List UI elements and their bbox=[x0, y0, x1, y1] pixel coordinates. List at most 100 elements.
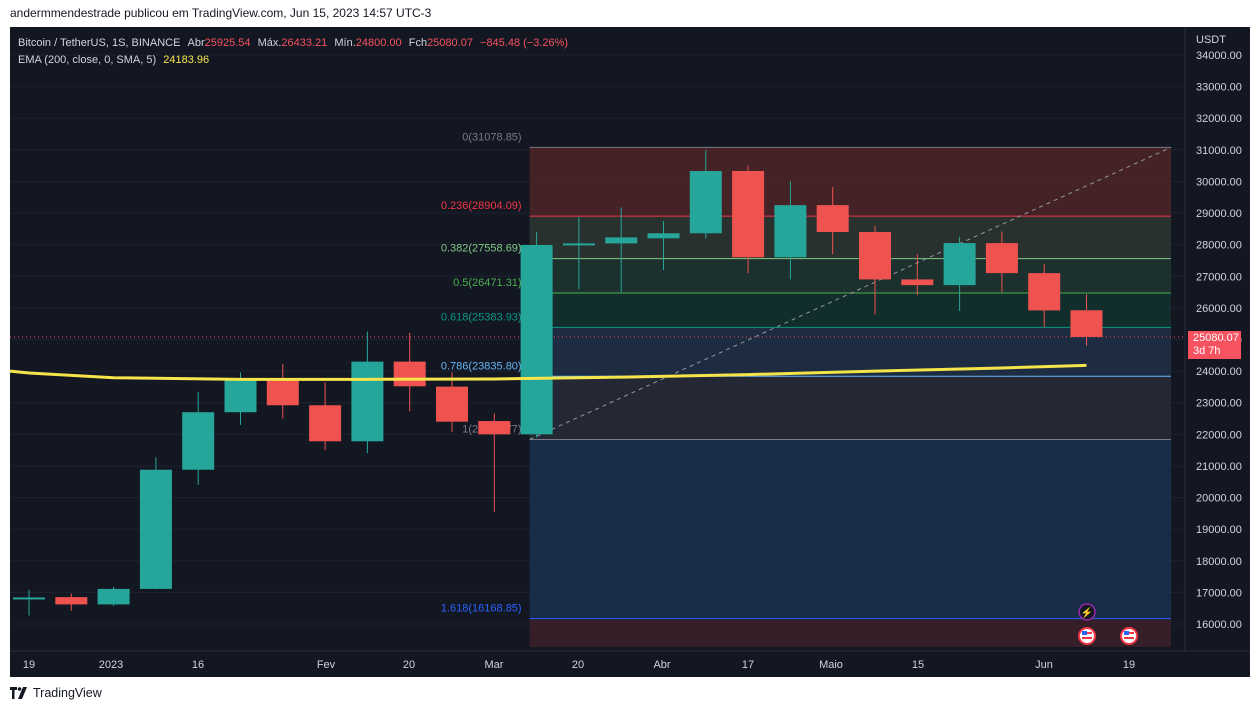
last-price-value: 25080.07 bbox=[1193, 332, 1239, 344]
time-axis-panel bbox=[10, 651, 1250, 677]
high-value: 26433.21 bbox=[281, 37, 328, 49]
open-value: 25925.54 bbox=[204, 37, 251, 49]
candle-body bbox=[13, 597, 45, 600]
x-tick-label: 17 bbox=[742, 659, 754, 671]
flag-canton bbox=[1124, 631, 1129, 635]
x-tick-label: 15 bbox=[912, 659, 924, 671]
candle-body bbox=[351, 361, 384, 442]
candle-body bbox=[309, 405, 342, 442]
ema-value: 24183.96 bbox=[163, 54, 210, 66]
candle-body bbox=[901, 279, 934, 286]
candle-body bbox=[478, 421, 511, 435]
y-tick-label: 24000.00 bbox=[1196, 366, 1242, 378]
fib-level-label: 0.236(28904.09) bbox=[441, 200, 522, 212]
y-tick-label: 18000.00 bbox=[1196, 556, 1242, 568]
low-value: 24800.00 bbox=[355, 37, 402, 49]
y-tick-label: 17000.00 bbox=[1196, 587, 1242, 599]
candle-body bbox=[97, 588, 130, 605]
y-tick-label: 32000.00 bbox=[1196, 113, 1242, 125]
ohlc-row: Bitcoin / TetherUS, 1S, BINANCE Abr25925… bbox=[18, 35, 568, 52]
change-value: −845.48 (−3.26%) bbox=[480, 37, 569, 49]
y-tick-label: 30000.00 bbox=[1196, 176, 1242, 188]
x-tick-label: 20 bbox=[572, 659, 584, 671]
lightning-glyph-icon: ⚡ bbox=[1081, 606, 1093, 619]
candle-body bbox=[605, 237, 638, 244]
candle-body bbox=[1070, 310, 1103, 337]
x-tick-label: Abr bbox=[653, 659, 670, 671]
x-tick-label: Fev bbox=[317, 659, 336, 671]
fib-zone bbox=[529, 258, 1171, 293]
candle-body bbox=[266, 379, 299, 406]
flag-stripe bbox=[1082, 637, 1092, 639]
currency-label[interactable]: USDT bbox=[1196, 34, 1226, 46]
fib-level-label: 0.382(27558.69) bbox=[441, 243, 522, 255]
ema-row: EMA (200, close, 0, SMA, 5) 24183.96 bbox=[18, 52, 568, 69]
candlestick-chart[interactable]: 0(31078.85) 0.236(28904.09) 0.382(27558.69… bbox=[10, 27, 1250, 677]
symbol-label[interactable]: Bitcoin / TetherUS, 1S, BINANCE bbox=[18, 37, 181, 49]
y-tick-label: 20000.00 bbox=[1196, 493, 1242, 505]
fib-zone bbox=[529, 618, 1171, 647]
tradingview-logo-icon bbox=[10, 687, 28, 699]
last-price-tag: 25080.07 3d 7h bbox=[1188, 331, 1241, 359]
fib-trend-line bbox=[529, 146, 1172, 440]
candle-body bbox=[689, 171, 722, 234]
fib-level-label: 0.5(26471.31) bbox=[453, 277, 522, 289]
footer-brand[interactable]: TradingView bbox=[10, 686, 102, 700]
flag-stripe bbox=[1124, 637, 1134, 639]
close-value: 25080.07 bbox=[427, 37, 473, 49]
candle-body bbox=[520, 244, 553, 435]
candle-body bbox=[816, 205, 849, 233]
candle-body bbox=[182, 412, 215, 470]
ema-label[interactable]: EMA (200, close, 0, SMA, 5) bbox=[18, 54, 157, 66]
candle-body bbox=[774, 205, 807, 258]
y-tick-label: 28000.00 bbox=[1196, 240, 1242, 252]
y-tick-label: 23000.00 bbox=[1196, 398, 1242, 410]
close-label: Fch bbox=[408, 37, 428, 49]
candle-body bbox=[943, 243, 976, 286]
y-tick-label: 33000.00 bbox=[1196, 82, 1242, 94]
us-flag-event-icon bbox=[1078, 627, 1096, 645]
y-tick-label: 16000.00 bbox=[1196, 619, 1242, 631]
y-tick-label: 26000.00 bbox=[1196, 303, 1242, 315]
fib-zone bbox=[529, 147, 1171, 217]
x-tick-label: 2023 bbox=[99, 659, 123, 671]
fib-zone bbox=[529, 376, 1171, 440]
chart-panel[interactable]: 0(31078.85) 0.236(28904.09) 0.382(27558.69… bbox=[10, 27, 1250, 677]
fib-level-label: 0.618(25383.93) bbox=[441, 311, 522, 323]
candle-body bbox=[562, 243, 595, 246]
fib-level-label: 0.786(23835.80) bbox=[441, 360, 522, 372]
open-label: Abr bbox=[187, 37, 205, 49]
y-tick-label: 27000.00 bbox=[1196, 271, 1242, 283]
x-tick-label: Jun bbox=[1035, 659, 1053, 671]
y-tick-label: 34000.00 bbox=[1196, 50, 1242, 62]
candle-body bbox=[732, 171, 765, 258]
candle-body bbox=[55, 597, 88, 605]
x-tick-label: 16 bbox=[192, 659, 204, 671]
y-tick-label: 21000.00 bbox=[1196, 461, 1242, 473]
published-text: andermmendestrade publicou em TradingVie… bbox=[10, 6, 432, 20]
candle-body bbox=[1028, 273, 1061, 311]
candle-body bbox=[436, 386, 468, 422]
fib-zone bbox=[529, 439, 1171, 619]
fib-zone bbox=[529, 292, 1171, 328]
fib-level-label: 0(31078.85) bbox=[462, 131, 521, 143]
candle-body bbox=[859, 232, 891, 280]
x-tick-label: Maio bbox=[819, 659, 843, 671]
candle-body bbox=[224, 379, 257, 413]
fib-level-label: 1.618(16168.85) bbox=[441, 603, 522, 615]
low-label: Mín. bbox=[334, 37, 356, 49]
candle-body bbox=[393, 361, 426, 387]
y-tick-label: 31000.00 bbox=[1196, 145, 1242, 157]
lightning-event-icon bbox=[1078, 603, 1096, 621]
x-tick-label: 20 bbox=[403, 659, 415, 671]
chart-legend: Bitcoin / TetherUS, 1S, BINANCE Abr25925… bbox=[18, 35, 568, 69]
y-tick-label: 29000.00 bbox=[1196, 208, 1242, 220]
us-flag-event-icon bbox=[1120, 627, 1138, 645]
y-tick-label: 22000.00 bbox=[1196, 429, 1242, 441]
ema-line bbox=[10, 363, 1087, 381]
candle-body bbox=[139, 469, 172, 589]
fib-zone bbox=[529, 327, 1171, 377]
fib-zone bbox=[529, 216, 1171, 259]
candle-body bbox=[647, 233, 680, 239]
footer-brand-label: TradingView bbox=[33, 686, 102, 700]
